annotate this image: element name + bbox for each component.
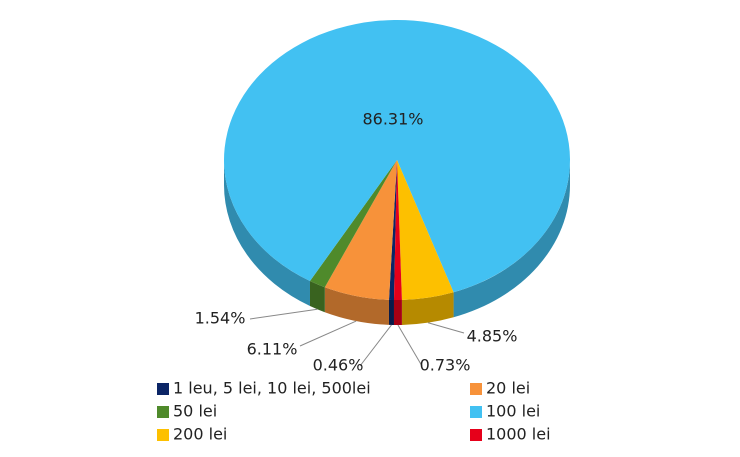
legend-label: 200 lei [173,425,227,444]
legend-label: 1 leu, 5 lei, 10 lei, 500lei [173,379,371,398]
slice-side [388,299,394,325]
legend-swatch [157,383,169,395]
data-label: 0.73% [420,356,471,375]
leader-line [359,324,392,367]
slice-side [401,292,454,325]
data-label: 1.54% [195,309,246,328]
legend-label: 50 lei [173,402,217,421]
leader-line [427,322,465,334]
data-label: 6.11% [247,340,298,359]
slice-side [309,281,325,313]
slice [309,160,397,288]
legend-label: 100 lei [486,402,540,421]
leader-line [397,324,423,367]
legend-swatch [470,406,482,418]
slice-side [324,287,389,325]
data-label: 86.31% [362,110,423,129]
slice [324,160,397,300]
slice [388,160,397,300]
data-label: 4.85% [467,327,518,346]
legend-swatch [470,429,482,441]
legend-label: 1000 lei [486,425,551,444]
slice [223,19,570,293]
legend-swatch [157,406,169,418]
slice [393,160,402,300]
legend-swatch [157,429,169,441]
slice-side [224,160,310,307]
legend-label: 20 lei [486,379,530,398]
legend-swatch [470,383,482,395]
slice-side [393,299,402,325]
leader-line [299,320,357,347]
slice [397,160,454,300]
leader-line [249,308,318,320]
slice-side [453,160,570,318]
data-label: 0.46% [313,356,364,375]
